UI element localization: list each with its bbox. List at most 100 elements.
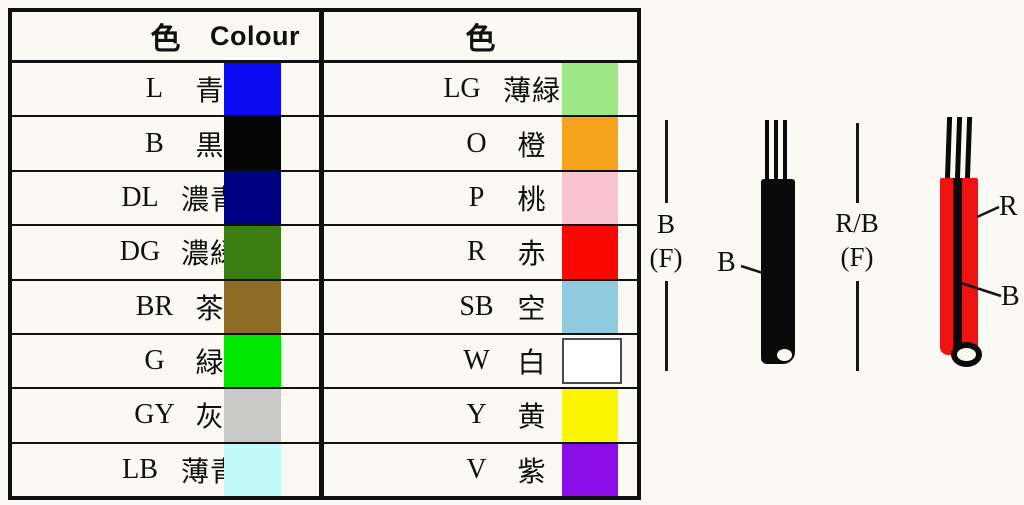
wire-color-code-table: 色 Colour L 青 B 黒 DL 濃青 DG 濃緑 BR 茶 [8, 8, 641, 500]
wire-strand [765, 120, 769, 182]
color-code-row: P 桃 [324, 171, 637, 227]
color-name-kanji: 空 [517, 293, 547, 325]
wire-strand [783, 120, 787, 182]
color-swatch [224, 280, 281, 333]
color-swatch [562, 171, 618, 225]
color-name-kanji: 桃 [517, 184, 547, 216]
striped-wire-strands [944, 117, 973, 181]
table-section-left: 色 Colour L 青 B 黒 DL 濃青 DG 濃緑 BR 茶 [12, 12, 324, 496]
ref-code-label: R/B [835, 208, 879, 238]
column-header-right: 色 [324, 12, 637, 63]
color-swatch [562, 337, 622, 385]
color-code-abbreviation: V [466, 453, 487, 485]
row-label: LG 薄緑 [324, 69, 621, 109]
color-name-kanji: 赤 [517, 239, 547, 271]
column-header-left: 色 Colour [12, 12, 319, 63]
row-label: W 白 [324, 341, 621, 381]
color-swatch [562, 389, 618, 442]
wire-ref-mark-red-black: R/B (F) [822, 123, 892, 371]
color-code-row: DL 濃青 [12, 171, 319, 227]
striped-wire-body [940, 178, 978, 355]
row-label: BR 茶 [12, 287, 286, 327]
color-swatch [224, 443, 281, 496]
color-swatch [224, 389, 281, 442]
wire-strand [774, 120, 778, 182]
ref-line-bottom [664, 280, 668, 371]
color-code-row: LG 薄緑 [324, 63, 637, 118]
color-swatch [224, 334, 281, 388]
row-label: B 黒 [12, 124, 286, 164]
row-label: V 紫 [324, 450, 621, 490]
row-label: O 橙 [324, 124, 621, 164]
callout-label-black: B [717, 247, 736, 278]
color-swatch [562, 63, 618, 116]
striped-wire-eyelet-loop [951, 342, 982, 367]
color-name-kanji: 橙 [517, 130, 547, 162]
striped-wire-black-stripe [953, 178, 962, 355]
color-code-abbreviation: G [144, 345, 165, 377]
color-code-row: Y 黄 [324, 389, 637, 444]
color-code-abbreviation: B [145, 127, 164, 159]
color-code-row: L 青 [12, 63, 319, 118]
ref-line-top [664, 120, 668, 203]
row-label: G 緑 [12, 341, 286, 381]
row-label: GY 灰 [12, 395, 286, 435]
color-code-abbreviation: DG [119, 236, 161, 268]
color-code-row: LB 薄青 [12, 443, 319, 496]
color-code-abbreviation: GY [134, 399, 175, 431]
color-swatch [562, 226, 618, 279]
row-label: R 赤 [324, 232, 621, 272]
color-code-row: W 白 [324, 335, 637, 390]
color-code-row: G 緑 [12, 334, 319, 390]
color-code-row: DG 濃緑 [12, 226, 319, 281]
color-code-abbreviation: SB [459, 290, 494, 322]
row-label: P 桃 [324, 178, 621, 218]
color-name-kanji: 灰 [195, 402, 225, 434]
color-code-abbreviation: Y [466, 399, 487, 431]
row-label: Y 黄 [324, 395, 621, 435]
ref-line-bottom [855, 280, 859, 371]
color-swatch [224, 117, 281, 170]
color-code-abbreviation: R [467, 236, 486, 268]
callout-label-red: R [999, 191, 1018, 222]
color-name-kanji: 白 [517, 348, 547, 380]
color-name-kanji: 黄 [517, 402, 547, 434]
wire-strand [944, 117, 953, 181]
ref-code-label: B [656, 209, 675, 239]
table-body-right: LG 薄緑 O 橙 P 桃 R 赤 SB 空 W 白 [324, 63, 637, 496]
color-swatch [224, 171, 281, 225]
header-colour-label: Colour [210, 21, 300, 51]
wire-strand [954, 117, 963, 181]
black-wire-eyelet-hole [777, 349, 792, 361]
color-swatch [562, 280, 618, 333]
color-swatch [224, 226, 281, 279]
ref-suffix-label: (F) [649, 242, 683, 273]
color-code-row: R 赤 [324, 226, 637, 281]
color-code-abbreviation: O [466, 127, 487, 159]
color-code-abbreviation: W [463, 345, 490, 377]
black-wire-body [761, 179, 795, 364]
color-code-row: BR 茶 [12, 280, 319, 335]
color-code-row: O 橙 [324, 117, 637, 172]
color-swatch [562, 117, 618, 170]
color-code-row: V 紫 [324, 443, 637, 496]
header-kanji-label: 色 [465, 23, 496, 56]
ref-line-top [855, 123, 859, 203]
black-wire-strands [765, 120, 787, 182]
header-kanji-label: 色 [150, 23, 181, 56]
color-code-row: SB 空 [324, 280, 637, 335]
ref-suffix-label: (F) [840, 241, 874, 272]
table-section-right: 色 LG 薄緑 O 橙 P 桃 R 赤 SB 空 W [324, 12, 637, 496]
color-code-abbreviation: BR [135, 290, 174, 322]
color-name-kanji: 緑 [195, 348, 225, 380]
color-name-kanji: 黒 [195, 130, 225, 162]
color-code-row: B 黒 [12, 117, 319, 172]
callout-label-stripe: B [1001, 281, 1020, 312]
color-code-abbreviation: LB [122, 453, 158, 485]
table-body-left: L 青 B 黒 DL 濃青 DG 濃緑 BR 茶 G 緑 [12, 63, 319, 496]
color-swatch [224, 63, 281, 116]
color-code-abbreviation: LG [443, 73, 481, 105]
color-name-kanji: 茶 [195, 293, 225, 325]
row-label: SB 空 [324, 287, 621, 327]
color-swatch [562, 443, 618, 496]
